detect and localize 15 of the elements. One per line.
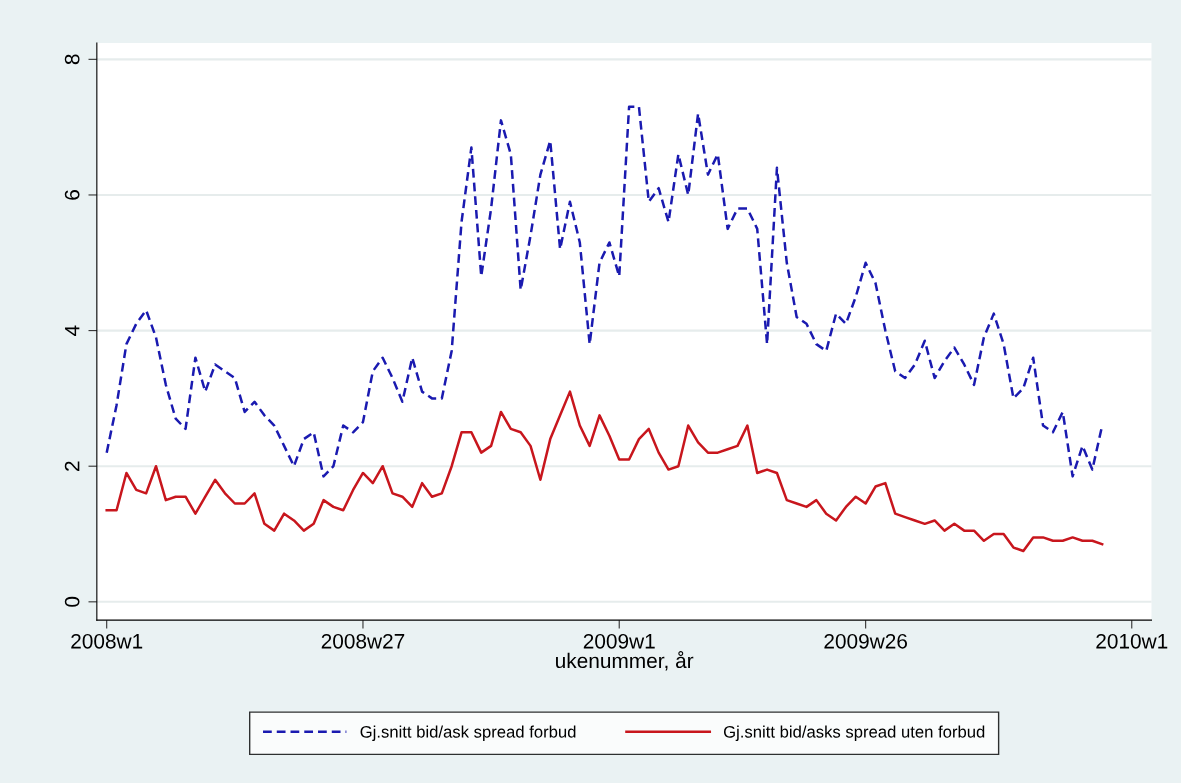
x-tick-label: 2008w1 xyxy=(71,633,143,649)
x-tick-label: 2010w1 xyxy=(1096,633,1168,649)
x-axis-title: ukenummer, år xyxy=(556,651,694,671)
y-tick-label: 2 xyxy=(64,461,80,471)
y-tick-label: 8 xyxy=(64,54,80,65)
y-tick-label: 4 xyxy=(64,325,80,336)
y-tick-label: 6 xyxy=(64,190,80,200)
line-series xyxy=(105,390,1104,553)
line-series xyxy=(105,105,1104,478)
y-tick-label: 0 xyxy=(64,596,80,607)
x-tick-label: 2009w26 xyxy=(824,633,908,649)
x-tick-label: 2009w1 xyxy=(583,633,655,649)
legend-label: Gj.snitt bid/ask spread forbud xyxy=(360,725,576,742)
legend-label: Gj.snitt bid/asks spread uten forbud xyxy=(723,725,985,742)
x-tick-label: 2008w27 xyxy=(321,633,405,649)
